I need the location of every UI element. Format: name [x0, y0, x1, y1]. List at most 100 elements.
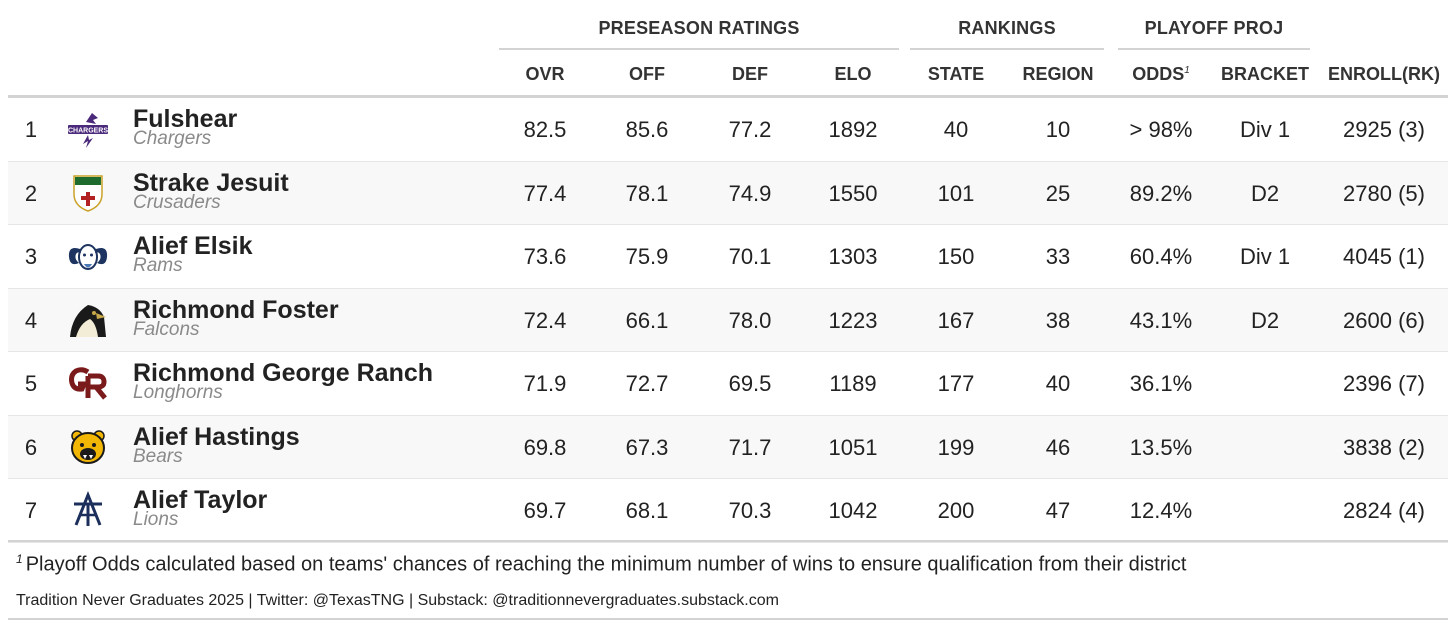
col-ovr: OVR	[525, 64, 565, 84]
enroll-cell: 2925 (3)	[1343, 117, 1425, 142]
team-name: Alief Taylor	[133, 486, 268, 514]
ovr-cell: 82.5	[523, 117, 567, 142]
crusaders-shield-logo	[73, 174, 103, 212]
off-cell: 67.3	[625, 434, 669, 460]
region-rank-cell: 25	[1045, 180, 1071, 206]
table-body: 1 CHARGERS Fulshear Chargers 82.5 85.6 7…	[8, 98, 1448, 543]
region-rank-cell: 10	[1045, 117, 1071, 142]
region-rank-cell: 47	[1045, 498, 1071, 523]
col-enroll: ENROLL(RK)	[1328, 64, 1440, 84]
chargers-logo: CHARGERS	[68, 113, 108, 148]
rank-cell: 2	[24, 180, 38, 206]
enroll-cell: 2824 (4)	[1343, 498, 1425, 523]
col-bracket: BRACKET	[1221, 64, 1309, 84]
state-rank-cell: 150	[937, 244, 975, 269]
elo-cell: 1189	[829, 371, 877, 396]
odds-cell: 43.1%	[1129, 307, 1193, 333]
spanner-preseason-ratings: PRESEASON RATINGS	[499, 18, 899, 50]
def-cell: 70.3	[728, 498, 772, 523]
team-cell: Richmond George Ranch Longhorns	[133, 359, 433, 403]
team-cell: Alief Hastings Bears	[133, 423, 300, 467]
col-state: STATE	[927, 64, 985, 84]
odds-cell: > 98%	[1129, 117, 1193, 142]
enroll-cell: 2780 (5)	[1343, 180, 1425, 206]
team-name: Alief Elsik	[133, 232, 253, 260]
bracket-cell	[1218, 416, 1312, 478]
falcon-logo	[70, 304, 106, 337]
off-cell: 68.1	[625, 498, 669, 523]
bracket-cell: Div 1	[1239, 244, 1291, 269]
bear-logo	[71, 429, 105, 464]
table-row: 1 CHARGERS Fulshear Chargers 82.5 85.6 7…	[8, 98, 1448, 162]
team-mascot: Falcons	[133, 318, 200, 340]
odds-cell: 12.4%	[1129, 498, 1193, 523]
team-cell: Alief Taylor Lions	[133, 486, 267, 530]
ovr-cell: 73.6	[523, 244, 567, 269]
team-name: Alief Hastings	[133, 422, 300, 451]
def-cell: 70.1	[728, 244, 772, 269]
column-header-row: OVR OFF DEF ELO STATE REGION ODDS1 BRACK…	[0, 62, 1456, 96]
table-row: 3 Alief Elsik Rams 73.6 75.9 70.1 1303 1…	[8, 225, 1448, 289]
ovr-cell: 71.9	[523, 371, 567, 396]
bracket-cell: D2	[1250, 307, 1280, 333]
footnote: 1 Playoff Odds calculated based on teams'…	[16, 552, 1186, 577]
table-row: 5 Richmond George Ranch Longhorns 71.9 7…	[8, 352, 1448, 416]
state-rank-cell: 177	[937, 371, 975, 396]
team-name: Richmond Foster	[133, 295, 339, 324]
bracket-cell	[1218, 479, 1312, 541]
enroll-cell: 2600 (6)	[1343, 307, 1425, 333]
elo-cell: 1892	[828, 117, 878, 142]
team-mascot: Longhorns	[133, 382, 223, 403]
ovr-cell: 69.8	[523, 434, 567, 460]
team-mascot: Crusaders	[133, 191, 221, 213]
team-mascot: Rams	[133, 255, 183, 276]
spanner-rankings: RANKINGS	[910, 18, 1104, 50]
col-odds-footnote-marker: 1	[1184, 65, 1190, 76]
team-cell: Strake Jesuit Crusaders	[133, 169, 289, 213]
bracket-cell	[1218, 352, 1312, 414]
team-cell: Fulshear Chargers	[133, 105, 237, 149]
elo-cell: 1223	[828, 307, 878, 333]
odds-cell: 13.5%	[1129, 434, 1193, 460]
elo-cell: 1042	[828, 498, 878, 523]
enroll-cell: 2396 (7)	[1343, 371, 1425, 396]
bracket-cell: D2	[1250, 180, 1280, 206]
off-cell: 72.7	[625, 371, 669, 396]
region-rank-cell: 40	[1045, 371, 1071, 396]
rank-cell: 7	[24, 498, 38, 523]
team-name: Strake Jesuit	[133, 168, 289, 197]
def-cell: 69.5	[728, 371, 772, 396]
table-row: 2 Strake Jesuit Crusaders 77.4 78.1 74.9…	[8, 161, 1448, 225]
rank-cell: 5	[24, 371, 38, 396]
odds-cell: 89.2%	[1129, 180, 1193, 206]
team-cell: Alief Elsik Rams	[133, 232, 253, 276]
ovr-cell: 69.7	[523, 498, 567, 523]
odds-cell: 60.4%	[1129, 244, 1193, 269]
state-rank-cell: 199	[937, 434, 975, 460]
ovr-cell: 77.4	[523, 180, 567, 206]
state-rank-cell: 101	[937, 180, 975, 206]
def-cell: 78.0	[728, 307, 772, 333]
off-cell: 85.6	[625, 117, 669, 142]
team-mascot: Bears	[133, 445, 183, 467]
at-monogram-logo	[74, 491, 102, 526]
region-rank-cell: 33	[1045, 244, 1071, 269]
source-bottom-rule	[8, 618, 1448, 620]
table-row: 6 Alief Hastings Bears 69.8 67.3 71.7 10…	[8, 415, 1448, 479]
col-elo: ELO	[834, 64, 872, 84]
svg-text:CHARGERS: CHARGERS	[68, 128, 108, 135]
region-rank-cell: 38	[1045, 307, 1071, 333]
gr-monogram-logo	[69, 367, 107, 400]
bracket-cell: Div 1	[1239, 117, 1291, 142]
team-cell: Richmond Foster Falcons	[133, 296, 339, 340]
table-row: 4 Richmond Foster Falcons 72.4 66.1 78.0…	[8, 288, 1448, 352]
rank-cell: 3	[24, 244, 38, 269]
footnote-text: Playoff Odds calculated based on teams' …	[25, 553, 1187, 576]
off-cell: 75.9	[625, 244, 669, 269]
col-region: REGION	[1022, 64, 1094, 84]
enroll-cell: 3838 (2)	[1343, 434, 1425, 460]
spanner-playoff-proj: PLAYOFF PROJ	[1118, 18, 1310, 50]
footnote-marker: 1	[16, 552, 23, 566]
odds-cell: 36.1%	[1129, 371, 1193, 396]
def-cell: 77.2	[728, 117, 772, 142]
